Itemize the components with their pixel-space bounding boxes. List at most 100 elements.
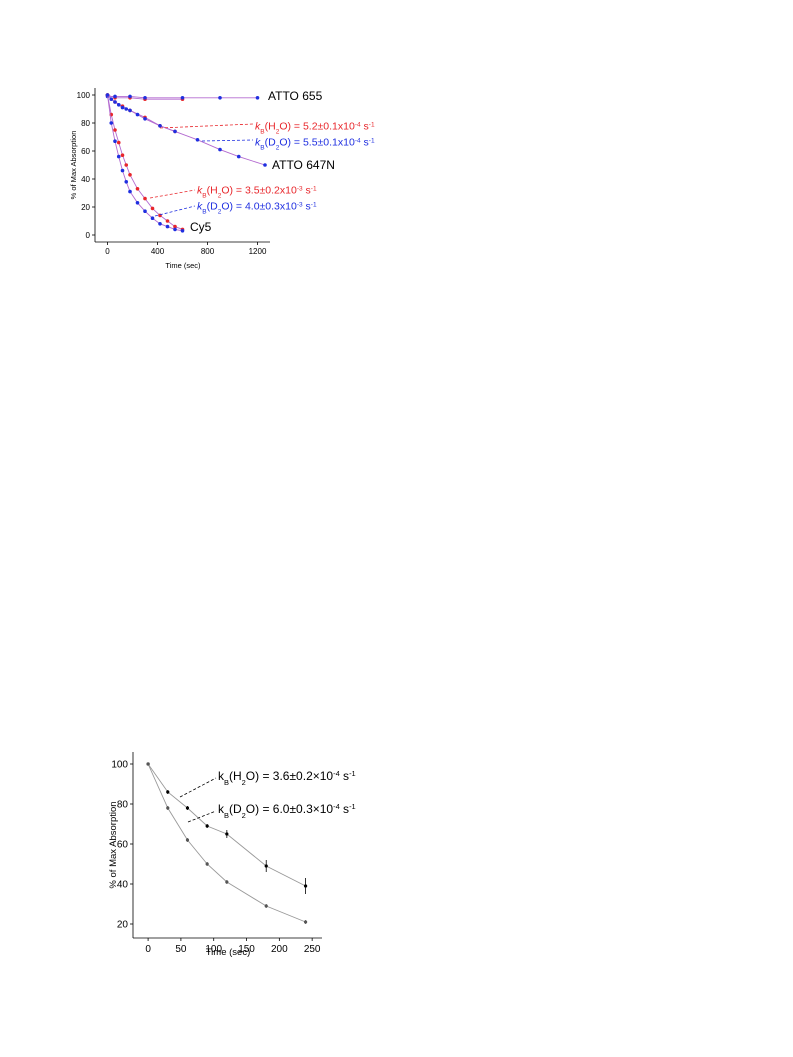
data-point	[180, 229, 185, 233]
annotation-part: -1	[369, 121, 375, 128]
data-point	[236, 154, 241, 159]
data-point	[185, 806, 190, 810]
annotation: kB(H2O) = 3.5±0.2x10-3 s-1	[197, 185, 317, 200]
annotation-part: B	[260, 128, 264, 135]
annotation-part: -4	[333, 802, 340, 811]
annotation: kB(D2O) = 5.5±0.1x10-4 s-1	[255, 137, 375, 152]
annotation-part: (D	[229, 802, 242, 816]
data-point	[205, 862, 209, 866]
data-point	[113, 128, 117, 132]
annotation-part: B	[202, 208, 206, 215]
annotation-part: O) = 3.5±0.2x10	[221, 185, 297, 197]
annotation-part: B	[224, 811, 229, 820]
annotation-part: -4	[355, 121, 361, 128]
data-point	[143, 117, 147, 121]
data-point	[143, 96, 147, 100]
chart: 20 40 60 80 100 0 50 100 150 200 250 % of Max Absor…	[108, 752, 356, 958]
data-point	[166, 790, 170, 794]
data-point	[135, 112, 140, 117]
data-point	[303, 884, 308, 888]
annotation-part: k	[197, 201, 203, 213]
annotation-part: s	[303, 201, 311, 213]
y-tick-label: 20	[81, 203, 90, 212]
annotation-part: -1	[311, 185, 317, 192]
x-tick-label: 400	[151, 247, 165, 256]
y-tick-label: 80	[81, 119, 90, 128]
y-tick-label: 100	[111, 760, 128, 771]
annotation-part: B	[202, 192, 206, 199]
data-point	[158, 222, 162, 226]
annotation-part: 2	[218, 208, 222, 215]
data-point	[128, 189, 132, 194]
y-tick-label: 20	[117, 920, 129, 931]
data-point	[116, 154, 121, 159]
leader-line	[159, 123, 254, 129]
annotation-part: O) = 5.5±0.1x10	[279, 137, 355, 149]
data-point	[150, 216, 155, 220]
annotation-part: k	[218, 802, 225, 816]
x-axis-title: Time (sec)	[165, 261, 201, 270]
y-tick-label: 0	[86, 231, 91, 240]
data-point	[109, 121, 114, 125]
annotation-part: 2	[218, 192, 222, 199]
data-point	[146, 762, 150, 766]
y-tick-label: 100	[77, 91, 91, 100]
data-point	[264, 904, 268, 908]
leader-line	[201, 139, 254, 142]
data-point	[124, 180, 129, 184]
annotation-part: k	[218, 769, 225, 783]
annotation-part: ATTO 655	[268, 89, 323, 103]
y-tick-label: 60	[81, 147, 90, 156]
x-tick-label: 0	[145, 944, 151, 955]
annotation-part: B	[224, 778, 229, 787]
annotation-part: -1	[349, 802, 356, 811]
data-point	[165, 224, 170, 229]
data-point	[166, 806, 170, 810]
data-point	[173, 129, 177, 134]
data-point	[128, 108, 132, 113]
data-point	[165, 219, 170, 223]
x-axis-title: Time (sec)	[206, 947, 251, 958]
data-point	[105, 93, 110, 97]
annotation: kB(H2O) = 5.2±0.1x10-4 s-1	[255, 121, 375, 136]
data-point	[116, 103, 121, 107]
data-point	[263, 163, 267, 167]
data-point	[135, 201, 140, 205]
annotation-part: -1	[369, 137, 375, 144]
x-tick-label: 0	[105, 247, 110, 256]
annotation-part: O) = 4.0±0.3x10	[221, 201, 297, 213]
data-point	[143, 209, 147, 213]
data-point	[195, 138, 200, 142]
data-point	[185, 838, 190, 842]
data-point	[116, 140, 121, 145]
annotation-part: k	[197, 185, 203, 197]
x-tick-label: 250	[304, 944, 321, 955]
data-point	[120, 153, 125, 157]
leader-line	[187, 810, 217, 823]
data-point	[173, 224, 177, 229]
annotation: Cy5	[190, 220, 212, 234]
data-point	[120, 105, 125, 110]
annotation-part: s	[303, 185, 311, 197]
y-tick-label: 60	[117, 840, 129, 851]
data-point	[128, 173, 132, 177]
leader-line	[149, 189, 196, 199]
annotation-part: (H	[229, 769, 242, 783]
data-point	[255, 96, 260, 100]
data-point	[218, 96, 222, 100]
data-point	[303, 920, 308, 924]
y-tick-label: 80	[117, 800, 129, 811]
annotation: ATTO 655	[268, 89, 323, 103]
annotation-part: Cy5	[190, 220, 212, 234]
series-line	[147, 763, 306, 923]
data-point	[225, 832, 229, 836]
annotation-part: B	[260, 144, 264, 151]
annotation-part: O) = 6.0±0.3×10	[246, 802, 334, 816]
data-point	[124, 107, 129, 111]
annotation-part: s	[361, 121, 369, 133]
annotation-part: O) = 5.2±0.1x10	[279, 121, 355, 133]
y-axis-title: % of Max Absorption	[108, 801, 119, 888]
x-tick-label: 800	[201, 247, 215, 256]
